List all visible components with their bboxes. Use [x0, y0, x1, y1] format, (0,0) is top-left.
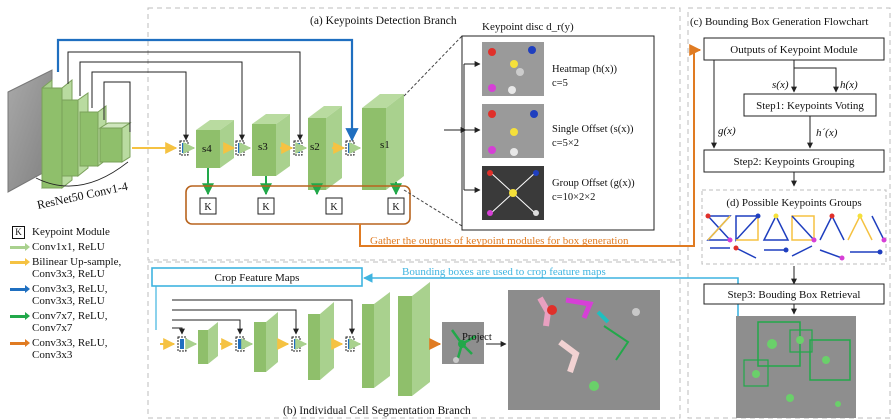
heatmap-thumbnail: [482, 42, 544, 96]
decoder-stages: [179, 94, 404, 190]
hx-label: h(x): [840, 79, 858, 91]
arrow-icon: [10, 243, 30, 251]
keypoint-module-icon: K: [12, 226, 25, 239]
stage-label-s3: s3: [258, 141, 268, 153]
svg-text:K: K: [204, 202, 212, 213]
stage-label-s2: s2: [310, 141, 320, 153]
arrow-icon: [10, 285, 30, 293]
svg-text:c=10×2×2: c=10×2×2: [552, 192, 595, 203]
legend: K Keypoint Module Conv1x1, ReLU Bilinear…: [8, 226, 148, 364]
legend-upsample: Bilinear Up-sample, Conv3x3, ReLU: [8, 256, 148, 280]
backbone-resnet50: [41, 78, 132, 190]
skip-blue: [56, 38, 359, 142]
group-offset-label: Group Offset (g(x)): [552, 178, 635, 189]
arrow-icon: [10, 258, 30, 266]
possible-groups-title: (d) Possible Keypoints Groups: [726, 197, 861, 209]
keypoint-modules-group: [185, 185, 411, 225]
svg-text:K: K: [262, 202, 270, 213]
sx-label: s(x): [772, 79, 789, 91]
possible-groups-illustration: [706, 214, 885, 259]
gx-label: g(x): [718, 125, 736, 137]
outputs-box-label: Outputs of Keypoint Module: [730, 44, 858, 56]
keypoint-module-s3[interactable]: [257, 197, 275, 215]
cell-crop-thumbnail: [442, 322, 484, 364]
possible-groups-frame: [701, 189, 887, 265]
project-label: Project: [462, 332, 492, 343]
bbox-crop-label: Bounding boxes are used to crop feature …: [402, 266, 606, 278]
svg-text:K: K: [330, 202, 338, 213]
hpx-label: h´(x): [816, 127, 838, 139]
keypoint-disc-title: Keypoint disc d_r(y): [482, 21, 574, 33]
segmentation-branch-title: (b) Individual Cell Segmentation Branch: [283, 405, 471, 417]
svg-text:K: K: [392, 202, 400, 213]
detection-branch-frame: [147, 7, 681, 261]
single-offset-label: Single Offset (s(x)): [552, 124, 634, 135]
svg-text:c=5×2: c=5×2: [552, 138, 579, 149]
keypoint-module-s1[interactable]: [387, 197, 405, 215]
keypoint-module-s4[interactable]: [199, 197, 217, 215]
arrow-icon: [10, 312, 30, 320]
heatmap-label: Heatmap (h(x)): [552, 64, 618, 75]
bbox-result-image: [736, 316, 856, 418]
gather-arrow: [359, 44, 702, 247]
stage-label-s1: s1: [380, 139, 390, 151]
segmentation-branch-frame: [147, 261, 681, 419]
segmentation-decoder: [177, 282, 430, 396]
legend-conv3x3-double: Conv3x3, ReLU, Conv3x3, ReLU: [8, 283, 148, 307]
svg-text:c=5: c=5: [552, 78, 568, 89]
legend-keypoint-module: K Keypoint Module: [8, 226, 148, 239]
keypoint-module-s2[interactable]: [325, 197, 343, 215]
flowchart-title: (c) Bounding Box Generation Flowchart: [690, 16, 868, 28]
segmentation-result: [508, 290, 660, 410]
group-offset-thumbnail: [482, 166, 544, 220]
stage-label-s4: s4: [202, 143, 212, 155]
step1-label: Step1: Keypoints Voting: [756, 100, 864, 112]
crop-feature-maps-label: Crop Feature Maps: [215, 272, 300, 284]
detection-branch-title: (a) Keypoints Detection Branch: [310, 15, 457, 27]
arrow-icon: [10, 339, 30, 347]
legend-conv1x1: Conv1x1, ReLU: [8, 241, 148, 253]
step2-label: Step2: Keypoints Grouping: [734, 156, 855, 168]
legend-conv3x3: Conv3x3, ReLU, Conv3x3: [8, 337, 148, 361]
gather-label: Gather the outputs of keypoint modules f…: [370, 235, 629, 247]
single-offset-thumbnail: [482, 104, 544, 158]
crop-feature-maps-box: [151, 267, 363, 287]
step3-box: [703, 283, 885, 305]
step3-label: Step3: Bouding Box Retrieval: [728, 289, 861, 301]
legend-conv7x7: Conv7x7, ReLU, Conv7x7: [8, 310, 148, 334]
